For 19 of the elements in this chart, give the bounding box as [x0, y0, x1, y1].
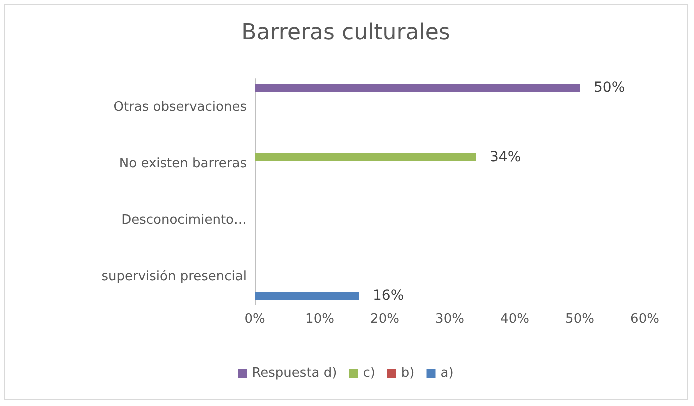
y-tick-label: Otras observaciones	[114, 100, 248, 115]
x-tick-label: 40%	[500, 312, 530, 327]
x-tick-label: 30%	[436, 312, 464, 327]
data-label: 50%	[594, 80, 626, 96]
x-tick-label: 0%	[244, 312, 266, 327]
x-tick-label: 60%	[630, 312, 660, 327]
y-tick-label: Desconocimiento…	[122, 212, 247, 228]
legend-label: Respuesta d)	[252, 366, 338, 381]
x-tick-label: 50%	[566, 312, 594, 327]
y-tick-label: No existen barreras	[119, 156, 248, 172]
x-tick-label: 10%	[306, 312, 334, 327]
legend-label: c)	[363, 366, 376, 381]
data-label: 16%	[373, 288, 404, 304]
legend-label: b)	[401, 366, 415, 381]
data-label: 34%	[490, 149, 522, 166]
legend-label: a)	[440, 366, 454, 381]
chart-title: Barreras culturales	[242, 20, 450, 46]
x-tick-label: 20%	[370, 312, 400, 327]
y-tick-label: supervisión presencial	[102, 269, 247, 284]
